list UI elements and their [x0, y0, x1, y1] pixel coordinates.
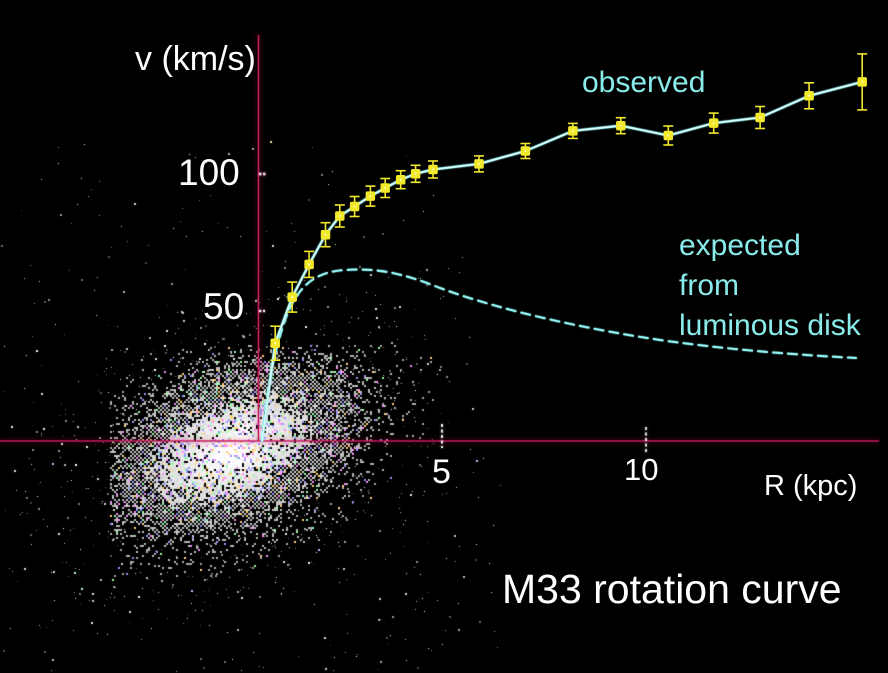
- svg-text:R (kpc): R (kpc): [764, 470, 857, 502]
- svg-text:luminous disk: luminous disk: [679, 309, 862, 342]
- svg-text:100: 100: [178, 152, 240, 193]
- svg-text:expected: expected: [679, 229, 801, 262]
- svg-text:50: 50: [203, 286, 244, 327]
- svg-text:observed: observed: [582, 66, 705, 99]
- svg-text:M33 rotation curve: M33 rotation curve: [502, 566, 842, 612]
- svg-text:5: 5: [432, 453, 451, 491]
- svg-text:10: 10: [624, 452, 658, 487]
- svg-text:v (km/s): v (km/s): [135, 40, 256, 78]
- svg-text:from: from: [679, 269, 739, 302]
